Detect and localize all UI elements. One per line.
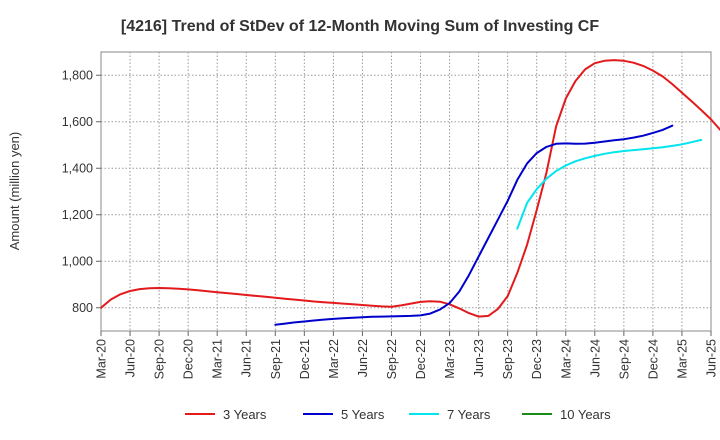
y-tick-label: 1,400 [62, 161, 93, 175]
x-tick-label: Mar-21 [211, 339, 225, 379]
x-tick-label: Mar-25 [675, 339, 689, 379]
x-tick-label: Sep-22 [385, 339, 399, 379]
x-tick-label: Mar-23 [443, 339, 457, 379]
series-layer [100, 59, 720, 326]
legend-item-10-years: 10 Years [522, 407, 611, 422]
y-axis-label: Amount (million yen) [7, 132, 22, 251]
x-tick-label: Sep-21 [269, 339, 283, 379]
x-tick-label: Sep-20 [153, 339, 167, 379]
legend-item-5-years: 5 Years [303, 407, 385, 422]
chart-title: [4216] Trend of StDev of 12-Month Moving… [121, 18, 599, 35]
legend: 3 Years 5 Years 7 Years 10 Years [185, 407, 611, 422]
x-tick-label: Sep-23 [501, 339, 515, 379]
x-tick-label: Dec-21 [298, 339, 312, 379]
x-tick-label: Dec-20 [182, 339, 196, 379]
x-tick-label: Sep-24 [617, 339, 631, 379]
y-tick-label: 800 [72, 301, 93, 315]
legend-item-3-years: 3 Years [185, 407, 267, 422]
x-tick-label: Jun-24 [588, 339, 602, 377]
x-tick-label: Mar-22 [327, 339, 341, 379]
x-tick-label: Jun-20 [124, 339, 138, 377]
y-axis: 800 1,000 1,200 1,400 1,600 1,800 [62, 68, 101, 315]
y-tick-label: 1,600 [62, 115, 93, 129]
legend-label: 10 Years [560, 407, 611, 422]
x-tick-label: Jun-25 [705, 339, 719, 377]
y-tick-label: 1,000 [62, 254, 93, 268]
x-axis: Mar-20 Jun-20 Sep-20 Dec-20 Mar-21 Jun-21 Sep-… [95, 331, 719, 379]
plot-background [100, 51, 712, 332]
x-tick-label: Dec-24 [646, 339, 660, 379]
x-tick-label: Dec-23 [530, 339, 544, 379]
series-line-3-years [100, 59, 720, 318]
y-tick-label: 1,800 [62, 68, 93, 82]
y-tick-label: 1,200 [62, 208, 93, 222]
legend-item-7-years: 7 Years [409, 407, 491, 422]
legend-label: 7 Years [447, 407, 491, 422]
x-tick-label: Jun-21 [240, 339, 254, 377]
x-tick-label: Mar-24 [559, 339, 573, 379]
series-line-7-years [516, 138, 703, 230]
plot-area [100, 51, 720, 332]
legend-label: 3 Years [223, 407, 267, 422]
x-tick-label: Dec-22 [414, 339, 428, 379]
x-tick-label: Jun-22 [356, 339, 370, 377]
x-tick-label: Jun-23 [472, 339, 486, 377]
grid [101, 52, 711, 331]
legend-label: 5 Years [341, 407, 385, 422]
x-tick-label: Mar-20 [95, 339, 109, 379]
series-line-5-years [274, 124, 674, 326]
